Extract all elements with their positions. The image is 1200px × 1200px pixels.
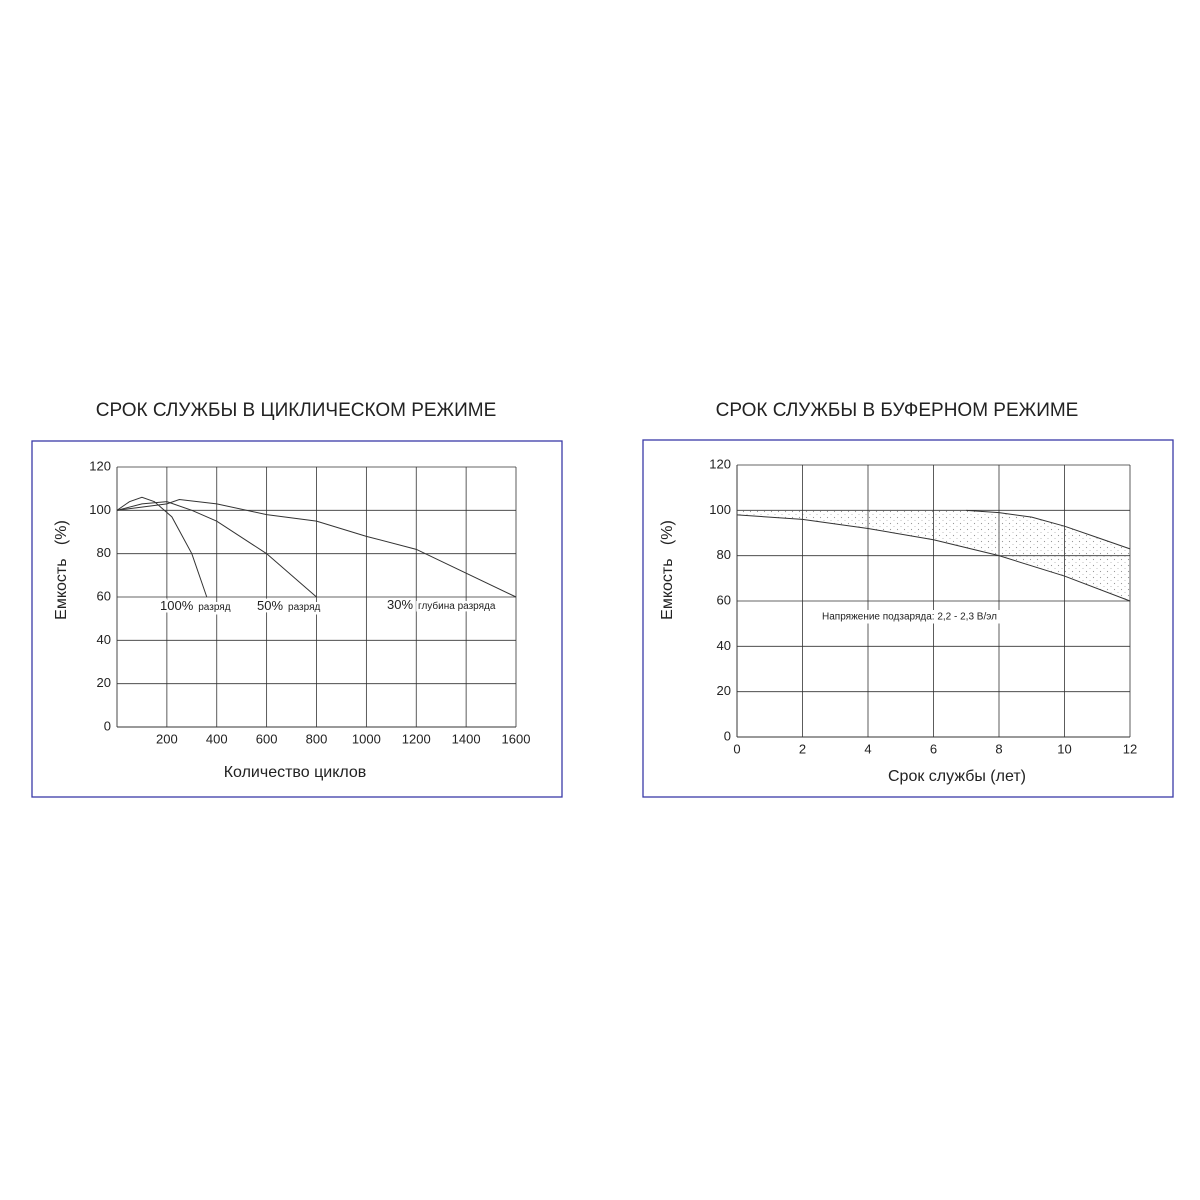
y-tick-label: 100 — [709, 502, 731, 517]
x-tick-label: 0 — [733, 741, 740, 756]
y-tick-label: 20 — [97, 675, 111, 690]
x-tick-label: 600 — [256, 731, 278, 746]
y-tick-label: 40 — [717, 638, 731, 653]
y-tick-label: 100 — [89, 502, 111, 517]
y-tick-label: 60 — [97, 588, 111, 603]
series-name: 50% — [257, 598, 283, 613]
series-name: 100% — [160, 598, 194, 613]
series-line — [116, 496, 208, 598]
y-tick-label: 0 — [724, 728, 731, 743]
series-label: 50% разряд — [257, 598, 320, 613]
series-line — [116, 501, 317, 598]
chart-title: СРОК СЛУЖБЫ В БУФЕРНОМ РЕЖИМЕ — [716, 400, 1079, 421]
y-tick-label: 80 — [717, 547, 731, 562]
y-axis-label: Емкость (%) — [659, 520, 676, 620]
series-label: 30% глубина разряда — [387, 597, 496, 612]
y-tick-label: 120 — [709, 456, 731, 471]
series-line — [966, 509, 1131, 550]
x-tick-label: 12 — [1123, 741, 1137, 756]
series-note: глубина разряда — [418, 600, 496, 612]
chart-frame — [642, 439, 1174, 798]
x-tick-label: 800 — [306, 731, 328, 746]
series-note: разряд — [198, 602, 230, 613]
series-label: 100% разряд — [160, 598, 231, 613]
annotation: Напряжение подзаряда: 2,2 - 2,3 В/эл — [822, 612, 997, 623]
y-tick-label: 60 — [717, 592, 731, 607]
series-line — [736, 514, 1131, 602]
y-tick-label: 120 — [89, 458, 111, 473]
x-tick-label: 1000 — [352, 731, 381, 746]
y-tick-label: 40 — [97, 632, 111, 647]
chart-frame — [31, 440, 563, 798]
series-line — [116, 498, 517, 598]
shaded-band — [737, 510, 1130, 601]
x-tick-label: 4 — [864, 741, 871, 756]
x-axis-label: Количество циклов — [224, 764, 367, 781]
x-tick-label: 1200 — [402, 731, 431, 746]
x-tick-label: 10 — [1057, 741, 1071, 756]
x-tick-label: 6 — [930, 741, 937, 756]
series-note: разряд — [288, 602, 320, 613]
series-name: 30% — [387, 597, 413, 612]
y-tick-label: 80 — [97, 545, 111, 560]
x-axis-label: Срок службы (лет) — [888, 768, 1026, 785]
y-tick-label: 0 — [104, 718, 111, 733]
x-tick-label: 8 — [995, 741, 1002, 756]
x-tick-label: 1400 — [452, 731, 481, 746]
x-tick-label: 2 — [799, 741, 806, 756]
x-tick-label: 400 — [206, 731, 228, 746]
y-axis-label: Емкость (%) — [53, 520, 70, 620]
y-tick-label: 20 — [717, 683, 731, 698]
chart-title: СРОК СЛУЖБЫ В ЦИКЛИЧЕСКОМ РЕЖИМЕ — [96, 400, 497, 421]
x-tick-label: 200 — [156, 731, 178, 746]
x-tick-label: 1600 — [502, 731, 531, 746]
